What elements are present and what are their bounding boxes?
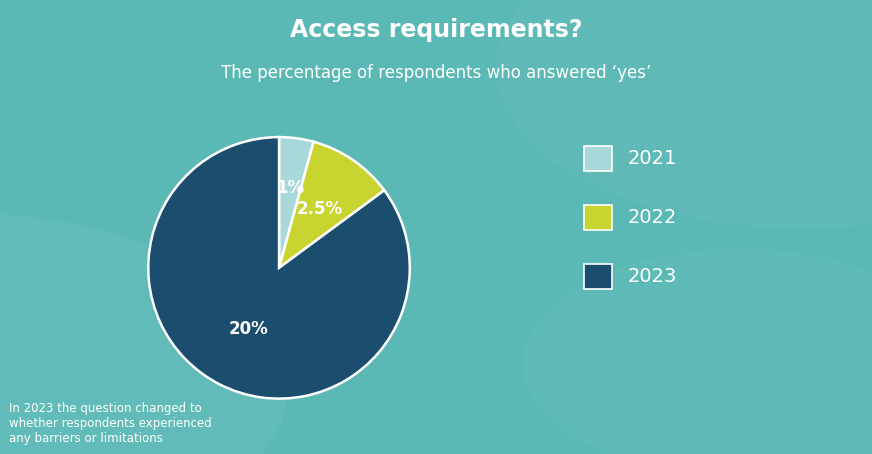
Text: 2023: 2023	[628, 267, 678, 286]
Circle shape	[497, 0, 872, 227]
Wedge shape	[148, 137, 410, 399]
Circle shape	[523, 250, 872, 454]
Text: The percentage of respondents who answered ‘yes’: The percentage of respondents who answer…	[221, 64, 651, 82]
Wedge shape	[279, 137, 314, 268]
Text: 20%: 20%	[228, 320, 269, 337]
Text: 1%: 1%	[276, 178, 304, 197]
Text: Access requirements?: Access requirements?	[290, 18, 582, 42]
Wedge shape	[279, 142, 385, 268]
Circle shape	[0, 213, 288, 454]
Text: 2.5%: 2.5%	[296, 200, 343, 217]
Text: 2022: 2022	[628, 208, 678, 227]
Text: In 2023 the question changed to
whether respondents experienced
any barriers or : In 2023 the question changed to whether …	[9, 402, 212, 445]
Text: 2021: 2021	[628, 149, 678, 168]
